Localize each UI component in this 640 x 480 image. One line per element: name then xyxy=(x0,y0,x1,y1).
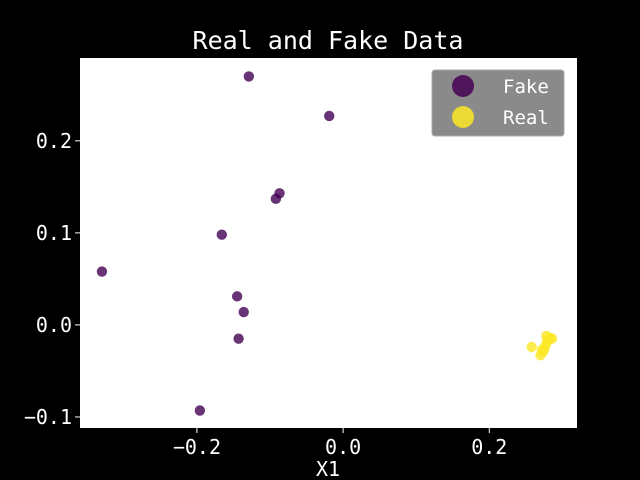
x-tick-label: 0.0 xyxy=(325,435,361,459)
axis-ticks: −0.2 0.0 0.2 −0.1 0.0 0.1 0.2 xyxy=(24,129,508,459)
chart-title: Real and Fake Data xyxy=(193,26,464,55)
point-fake xyxy=(96,266,108,277)
x-axis-label: X1 xyxy=(316,457,340,480)
y-tick-label: 0.2 xyxy=(36,129,72,153)
point-real xyxy=(526,341,537,353)
legend: Fake Real xyxy=(431,69,565,137)
x-tick-label: 0.2 xyxy=(471,435,507,459)
x-tick-label: −0.2 xyxy=(173,435,221,459)
point-fake xyxy=(243,71,255,82)
point-fake xyxy=(216,229,227,240)
y-tick-label: 0.0 xyxy=(36,313,72,337)
point-fake xyxy=(270,193,282,205)
point-fake xyxy=(231,291,243,302)
point-fake xyxy=(194,405,206,416)
legend-label-real: Real xyxy=(503,107,549,129)
y-tick-label: 0.1 xyxy=(36,221,72,245)
point-fake xyxy=(233,333,244,344)
legend-marker-fake xyxy=(452,75,474,97)
y-tick-label: −0.1 xyxy=(24,405,72,429)
point-real xyxy=(541,330,552,342)
legend-label-fake: Fake xyxy=(503,76,549,98)
legend-marker-real xyxy=(452,106,474,128)
point-real xyxy=(536,344,548,355)
data-points xyxy=(96,71,558,416)
point-fake xyxy=(324,110,335,122)
point-fake xyxy=(238,306,249,318)
